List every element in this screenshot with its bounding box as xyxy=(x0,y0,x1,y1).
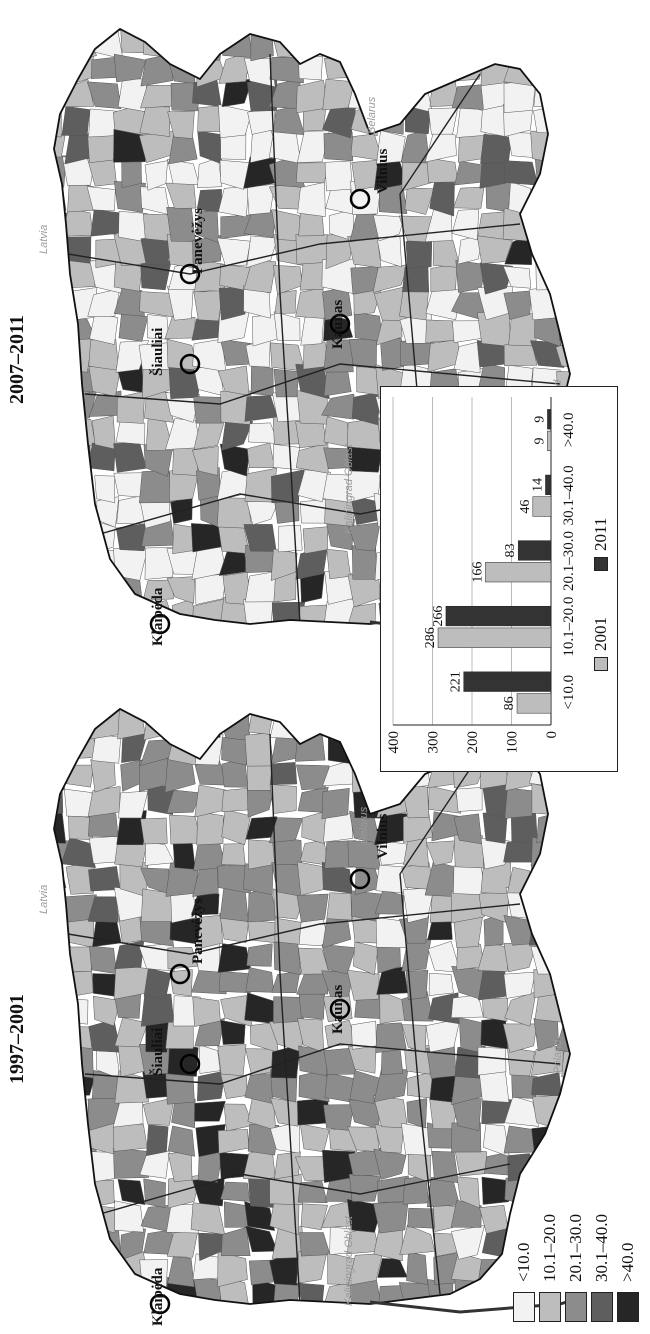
bar-2011 xyxy=(545,474,552,495)
data-label: 266 xyxy=(431,606,446,627)
y-tick-label: 100 xyxy=(505,731,521,754)
legend-label: 30.1–40.0 xyxy=(592,1214,611,1282)
city-label-klaipeda: Klaipėda xyxy=(150,587,166,646)
city-label-kaunas: Kaunas xyxy=(330,299,346,349)
x-tick-label: 10.1–20.0 xyxy=(561,597,577,657)
country-label-poland: Poland xyxy=(552,1039,564,1074)
legend-label: 20.1–30.0 xyxy=(566,1214,585,1282)
y-tick-label: 300 xyxy=(426,731,442,754)
legend-label: >40.0 xyxy=(618,1242,637,1282)
x-tick-label: <10.0 xyxy=(561,675,577,710)
city-label-klaipeda: Klaipėda xyxy=(150,1267,166,1326)
chart-legend-2011: 2011 xyxy=(591,518,611,571)
bar-2001 xyxy=(437,627,552,648)
chart-legend-label: 2011 xyxy=(591,517,610,551)
data-label: 46 xyxy=(518,500,533,514)
choropleth-map-1997-2001 xyxy=(53,707,581,1315)
data-label: 221 xyxy=(449,671,464,692)
legend-swatch-2011 xyxy=(594,557,608,571)
city-label-vilnius: Vilnius xyxy=(375,813,391,859)
country-label-belarus: Belarus xyxy=(358,806,370,844)
data-label: 14 xyxy=(530,478,545,492)
bar-chart-panel: 0 100 200 300 400 86 221 <10.0 286 266 10.1–20.0 16… xyxy=(380,386,618,772)
legend-label: <10.0 xyxy=(514,1242,533,1282)
y-tick-label: 200 xyxy=(465,731,481,754)
city-label-siauliai: Šiauliai xyxy=(150,1027,166,1076)
city-label-panevezys: Panevėžys xyxy=(190,208,206,274)
legend-label: 10.1–20.0 xyxy=(540,1214,559,1282)
data-label: 83 xyxy=(503,543,518,557)
country-label-kaliningrad: Kaliningrad Oblast xyxy=(343,444,355,534)
bar-2001 xyxy=(547,430,552,452)
choropleth-map-2007-2011 xyxy=(53,27,581,635)
data-label: 286 xyxy=(423,627,438,648)
bar-2011 xyxy=(463,671,552,692)
legend-swatch-2001 xyxy=(594,657,608,671)
legend-swatch xyxy=(565,1292,587,1322)
legend-swatch xyxy=(539,1292,561,1322)
city-label-siauliai: Šiauliai xyxy=(150,327,166,376)
legend-item-lt10: <10.0 xyxy=(512,1243,536,1322)
legend-item-gt40: >40.0 xyxy=(616,1243,640,1322)
legend-item-20-30: 20.1–30.0 xyxy=(564,1214,588,1322)
bar-2011 xyxy=(517,540,552,561)
map-title-1997-2001: 1997–2001 xyxy=(6,994,28,1084)
data-label: 86 xyxy=(502,696,517,710)
chart-legend-2001: 2001 xyxy=(591,617,611,671)
data-label: 166 xyxy=(470,562,485,583)
bar-2011 xyxy=(445,605,552,627)
bar-2001 xyxy=(532,496,552,517)
city-label-panevezys: Panevėžys xyxy=(190,898,206,964)
map-title-2007-2011: 2007–2011 xyxy=(6,315,28,404)
country-label-latvia: Latvia xyxy=(38,224,50,254)
city-label-vilnius: Vilnius xyxy=(375,148,391,194)
country-label-belarus: Belarus xyxy=(366,96,378,134)
legend-item-30-40: 30.1–40.0 xyxy=(590,1214,614,1322)
y-tick-label: 0 xyxy=(544,731,560,739)
data-label: 9 xyxy=(532,416,547,423)
data-label: 9 xyxy=(532,437,547,444)
bar-2001 xyxy=(516,693,552,714)
legend-swatch xyxy=(513,1292,535,1322)
bar-2001 xyxy=(485,562,552,583)
legend-item-10-20: 10.1–20.0 xyxy=(538,1214,562,1322)
bar-2011 xyxy=(547,409,552,430)
country-label-latvia: Latvia xyxy=(38,884,50,914)
legend-swatch xyxy=(591,1292,613,1322)
x-tick-label: 20.1–30.0 xyxy=(561,531,577,591)
x-tick-label: 30.1–40.0 xyxy=(561,465,577,525)
legend-swatch xyxy=(617,1292,639,1322)
x-tick-label: >40.0 xyxy=(561,412,577,447)
city-label-kaunas: Kaunas xyxy=(330,984,346,1034)
chart-legend-label: 2001 xyxy=(591,617,610,651)
country-label-kaliningrad: Kaliningrad Oblast xyxy=(343,1216,355,1306)
y-tick-label: 400 xyxy=(386,731,402,754)
